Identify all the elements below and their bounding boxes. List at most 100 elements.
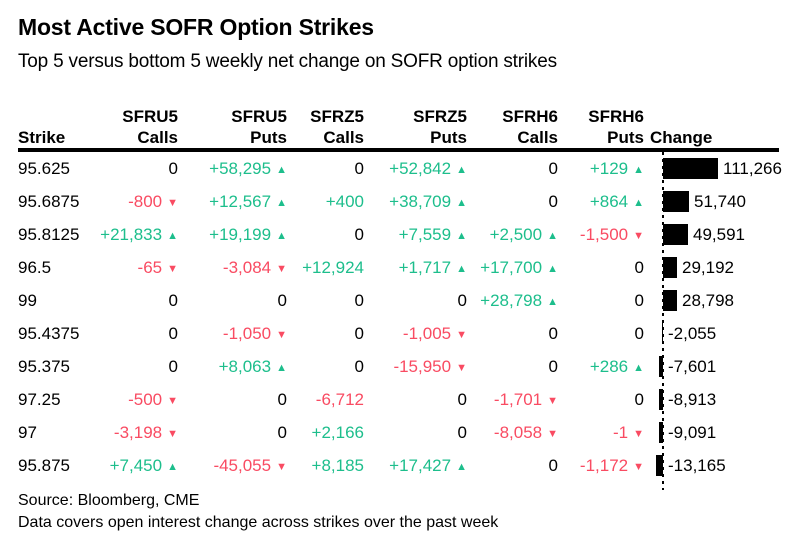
down-arrow-icon: ▼	[167, 262, 178, 275]
change-value: 49,591	[693, 225, 745, 244]
table-row: 95.4375 0 -1,050 ▼ 0 -1,005 ▼ 0 0 -2,055	[0, 317, 796, 350]
column-header-strike: Strike	[18, 127, 88, 148]
up-arrow-icon: ▲	[276, 361, 287, 374]
change-cell: -13,165	[644, 449, 784, 482]
change-cell: -7,601	[644, 350, 784, 383]
strike-value: 95.625	[18, 158, 70, 178]
change-cell: -2,055	[644, 317, 784, 350]
table-row: 97.25 -500 ▼ 0 -6,712 0 -1,701 ▼ 0 -8,913	[0, 383, 796, 416]
value-text: 0	[634, 290, 644, 310]
column-header-line2: Calls	[517, 128, 558, 147]
up-arrow-icon: ▲	[633, 196, 644, 209]
cell-value: -800 ▼	[88, 192, 178, 212]
up-arrow-icon: ▲	[276, 163, 287, 176]
cell-value: -1,500 ▼	[558, 225, 644, 245]
change-bar	[663, 224, 688, 245]
up-arrow-icon: ▲	[167, 460, 178, 473]
cell-value: 0	[364, 291, 467, 311]
strikes-table: Strike SFRU5 Calls SFRU5 Puts SFRZ5 Calls SFRZ5…	[0, 100, 796, 490]
table-row: 99 0 0 0 0 +28,798 ▲ 0 28,798	[0, 284, 796, 317]
value-text: -6,712	[315, 389, 364, 409]
value-text: -800	[128, 191, 163, 211]
header-rule	[18, 148, 779, 152]
up-arrow-icon: ▲	[633, 163, 644, 176]
value-text: -3,198	[113, 422, 163, 442]
column-header-line2: Puts	[430, 128, 467, 147]
strike-value: 95.375	[18, 356, 70, 376]
cell-value: +58,295 ▲	[178, 159, 287, 179]
value-text: -8,058	[493, 422, 543, 442]
value-text: 0	[354, 356, 364, 376]
cell-value: 0	[287, 324, 364, 344]
change-cell: 28,798	[644, 284, 784, 317]
column-header-sfrz5-calls: SFRZ5 Calls	[287, 106, 364, 148]
down-arrow-icon: ▼	[456, 361, 467, 374]
value-text: 0	[168, 323, 178, 343]
change-bar	[659, 389, 663, 410]
table-row: 95.875 +7,450 ▲ -45,055 ▼ +8,185 +17,427 ▲ 0 -1,1…	[0, 449, 796, 482]
cell-value: +12,567 ▲	[178, 192, 287, 212]
column-header-sfrz5-puts: SFRZ5 Puts	[364, 106, 467, 148]
value-text: +286	[589, 356, 629, 376]
value-text: +38,709	[389, 191, 452, 211]
change-bar	[659, 422, 663, 443]
cell-value: +17,427 ▲	[364, 456, 467, 476]
cell-value: 0	[467, 456, 558, 476]
change-bar	[663, 191, 689, 212]
cell-value: +400	[287, 192, 364, 212]
cell-value: 0	[88, 324, 178, 344]
value-text: 0	[168, 290, 178, 310]
cell-value: -3,198 ▼	[88, 423, 178, 443]
source-note: Source: Bloomberg, CME	[18, 492, 200, 509]
chart-subtitle: Top 5 versus bottom 5 weekly net change …	[18, 51, 557, 72]
cell-value: -1,172 ▼	[558, 456, 644, 476]
value-text: 0	[168, 158, 178, 178]
cell-value: -1,050 ▼	[178, 324, 287, 344]
table-row: 95.375 0 +8,063 ▲ 0 -15,950 ▼ 0 +286 ▲ -7,601	[0, 350, 796, 383]
down-arrow-icon: ▼	[167, 196, 178, 209]
value-text: +8,185	[311, 455, 364, 475]
cell-value: +7,450 ▲	[88, 456, 178, 476]
change-bar	[663, 257, 677, 278]
change-cell: 49,591	[644, 218, 784, 251]
down-arrow-icon: ▼	[276, 460, 287, 473]
column-header-line2: Change	[650, 128, 713, 147]
up-arrow-icon: ▲	[547, 262, 558, 275]
value-text: 0	[168, 356, 178, 376]
table-row: 95.625 0 +58,295 ▲ 0 +52,842 ▲ 0 +129 ▲ 111,266	[0, 152, 796, 185]
cell-value: 0	[467, 357, 558, 377]
value-text: +864	[589, 191, 629, 211]
value-text: 0	[457, 389, 467, 409]
up-arrow-icon: ▲	[547, 295, 558, 308]
down-arrow-icon: ▼	[456, 328, 467, 341]
column-header-sfru5-puts: SFRU5 Puts	[178, 106, 287, 148]
cell-value: 0	[178, 423, 287, 443]
column-header-line1: SFRU5	[122, 107, 178, 126]
value-text: -1,701	[493, 389, 543, 409]
cell-value: +2,166	[287, 423, 364, 443]
cell-value: -65 ▼	[88, 258, 178, 278]
value-text: 0	[457, 290, 467, 310]
change-bar	[659, 356, 663, 377]
change-value: -7,601	[668, 357, 717, 376]
cell-value: +129 ▲	[558, 159, 644, 179]
strike-value: 95.4375	[18, 323, 80, 343]
up-arrow-icon: ▲	[456, 196, 467, 209]
down-arrow-icon: ▼	[276, 328, 287, 341]
value-text: 0	[457, 422, 467, 442]
value-text: 0	[548, 191, 558, 211]
cell-value: +8,063 ▲	[178, 357, 287, 377]
value-text: 0	[634, 257, 644, 277]
value-text: -3,084	[222, 257, 272, 277]
cell-value: +21,833 ▲	[88, 225, 178, 245]
cell-value: +286 ▲	[558, 357, 644, 377]
up-arrow-icon: ▲	[456, 163, 467, 176]
value-text: +129	[589, 158, 629, 178]
column-header-line2: Puts	[250, 128, 287, 147]
strike-value: 99	[18, 290, 37, 310]
value-text: +17,700	[480, 257, 543, 277]
up-arrow-icon: ▲	[276, 229, 287, 242]
cell-value: -1,005 ▼	[364, 324, 467, 344]
cell-value: +2,500 ▲	[467, 225, 558, 245]
cell-value: +7,559 ▲	[364, 225, 467, 245]
